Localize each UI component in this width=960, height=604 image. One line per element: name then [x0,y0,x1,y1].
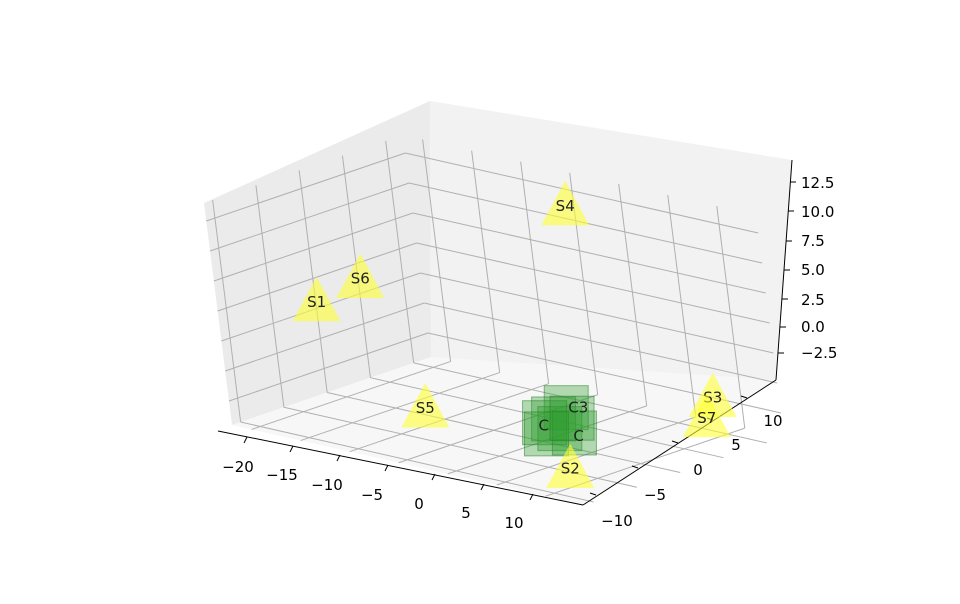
back-grid-line [520,161,550,384]
y-tick-label: 5 [731,436,741,454]
floor-grid-line [398,394,598,464]
station-label: S7 [697,409,716,427]
cluster-label: C3 [568,399,588,417]
z-tick-label: 5.0 [801,261,825,279]
back-grid-line [471,150,501,373]
cluster-marker [549,395,595,441]
x-tick-label: 5 [461,504,471,522]
back-grid-line [618,183,648,406]
y-tick-label: 0 [693,461,703,479]
y-axis-ticks: −10 −5 0 5 10 [589,395,783,530]
floor-grid-line [240,421,594,503]
x-tick-label: −10 [311,476,343,494]
station-marker [541,180,590,226]
station-marker [546,443,595,488]
back-grid-line [716,206,746,429]
x-tick-label: −5 [361,486,383,504]
z-tick-label: 12.5 [801,174,834,192]
cluster-marker [522,400,568,446]
left-grid-line [209,182,410,252]
station-label: S2 [561,460,580,478]
back-grid-line [416,242,770,324]
back-grid-line [405,152,759,234]
back-pane [430,101,792,380]
back-grid-line [422,139,452,362]
x-tick-label: 10 [504,514,523,532]
x-tick-label: −15 [266,466,298,484]
axes-panes [204,101,792,505]
back-grid-line [420,272,774,354]
z-tick-label: 10.0 [801,203,834,221]
floor-grid-line [251,360,451,430]
left-grid-line [213,212,413,282]
y-axis-line [582,379,777,506]
cluster-marker [537,406,583,452]
y-tick-label: 10 [763,412,782,430]
left-grid-line [298,170,328,393]
floor-grid-line [327,391,681,473]
station-marker [682,392,731,438]
z-tick-label: −2.5 [801,344,837,362]
station-marker [401,383,450,428]
z-axis-ticks: −2.5 0.0 2.5 5.0 7.5 10.0 12.5 [778,174,837,362]
back-grid-line [424,302,778,384]
back-grid-line [667,194,697,418]
floor-grid-line [349,383,549,453]
station-label: S5 [416,399,435,417]
x-tick-label: −20 [222,458,254,476]
floor-grid-line [300,372,500,442]
y-tick-label: −10 [601,512,633,530]
floor-grid-line [447,405,647,475]
station-marker [336,253,385,298]
y-tick-label: −5 [644,486,666,504]
cluster-label: C [573,427,583,445]
left-grid-line [206,152,406,222]
left-grid-line [225,302,425,372]
x-axis-ticks: −20 −15 −10 −5 0 5 10 [222,436,534,532]
left-grid-line [217,242,417,312]
back-grid-line [412,212,766,294]
x-axis-line [217,430,584,506]
left-grid-line [255,185,285,408]
left-grid-line [385,140,415,363]
x-tick-label: 0 [414,495,424,513]
left-pane [204,101,431,425]
cluster-marker [523,411,569,457]
z-tick-label: 7.5 [801,232,825,250]
left-grid-line [212,199,242,423]
cluster-label: C [539,417,549,435]
station-marker [292,276,341,322]
station-label: S1 [307,293,326,311]
station-label: S4 [556,197,575,215]
left-grid-line [228,332,429,402]
z-tick-label: 0.0 [801,318,825,336]
z-tick-label: 2.5 [801,291,825,309]
station-label: S6 [351,270,370,288]
